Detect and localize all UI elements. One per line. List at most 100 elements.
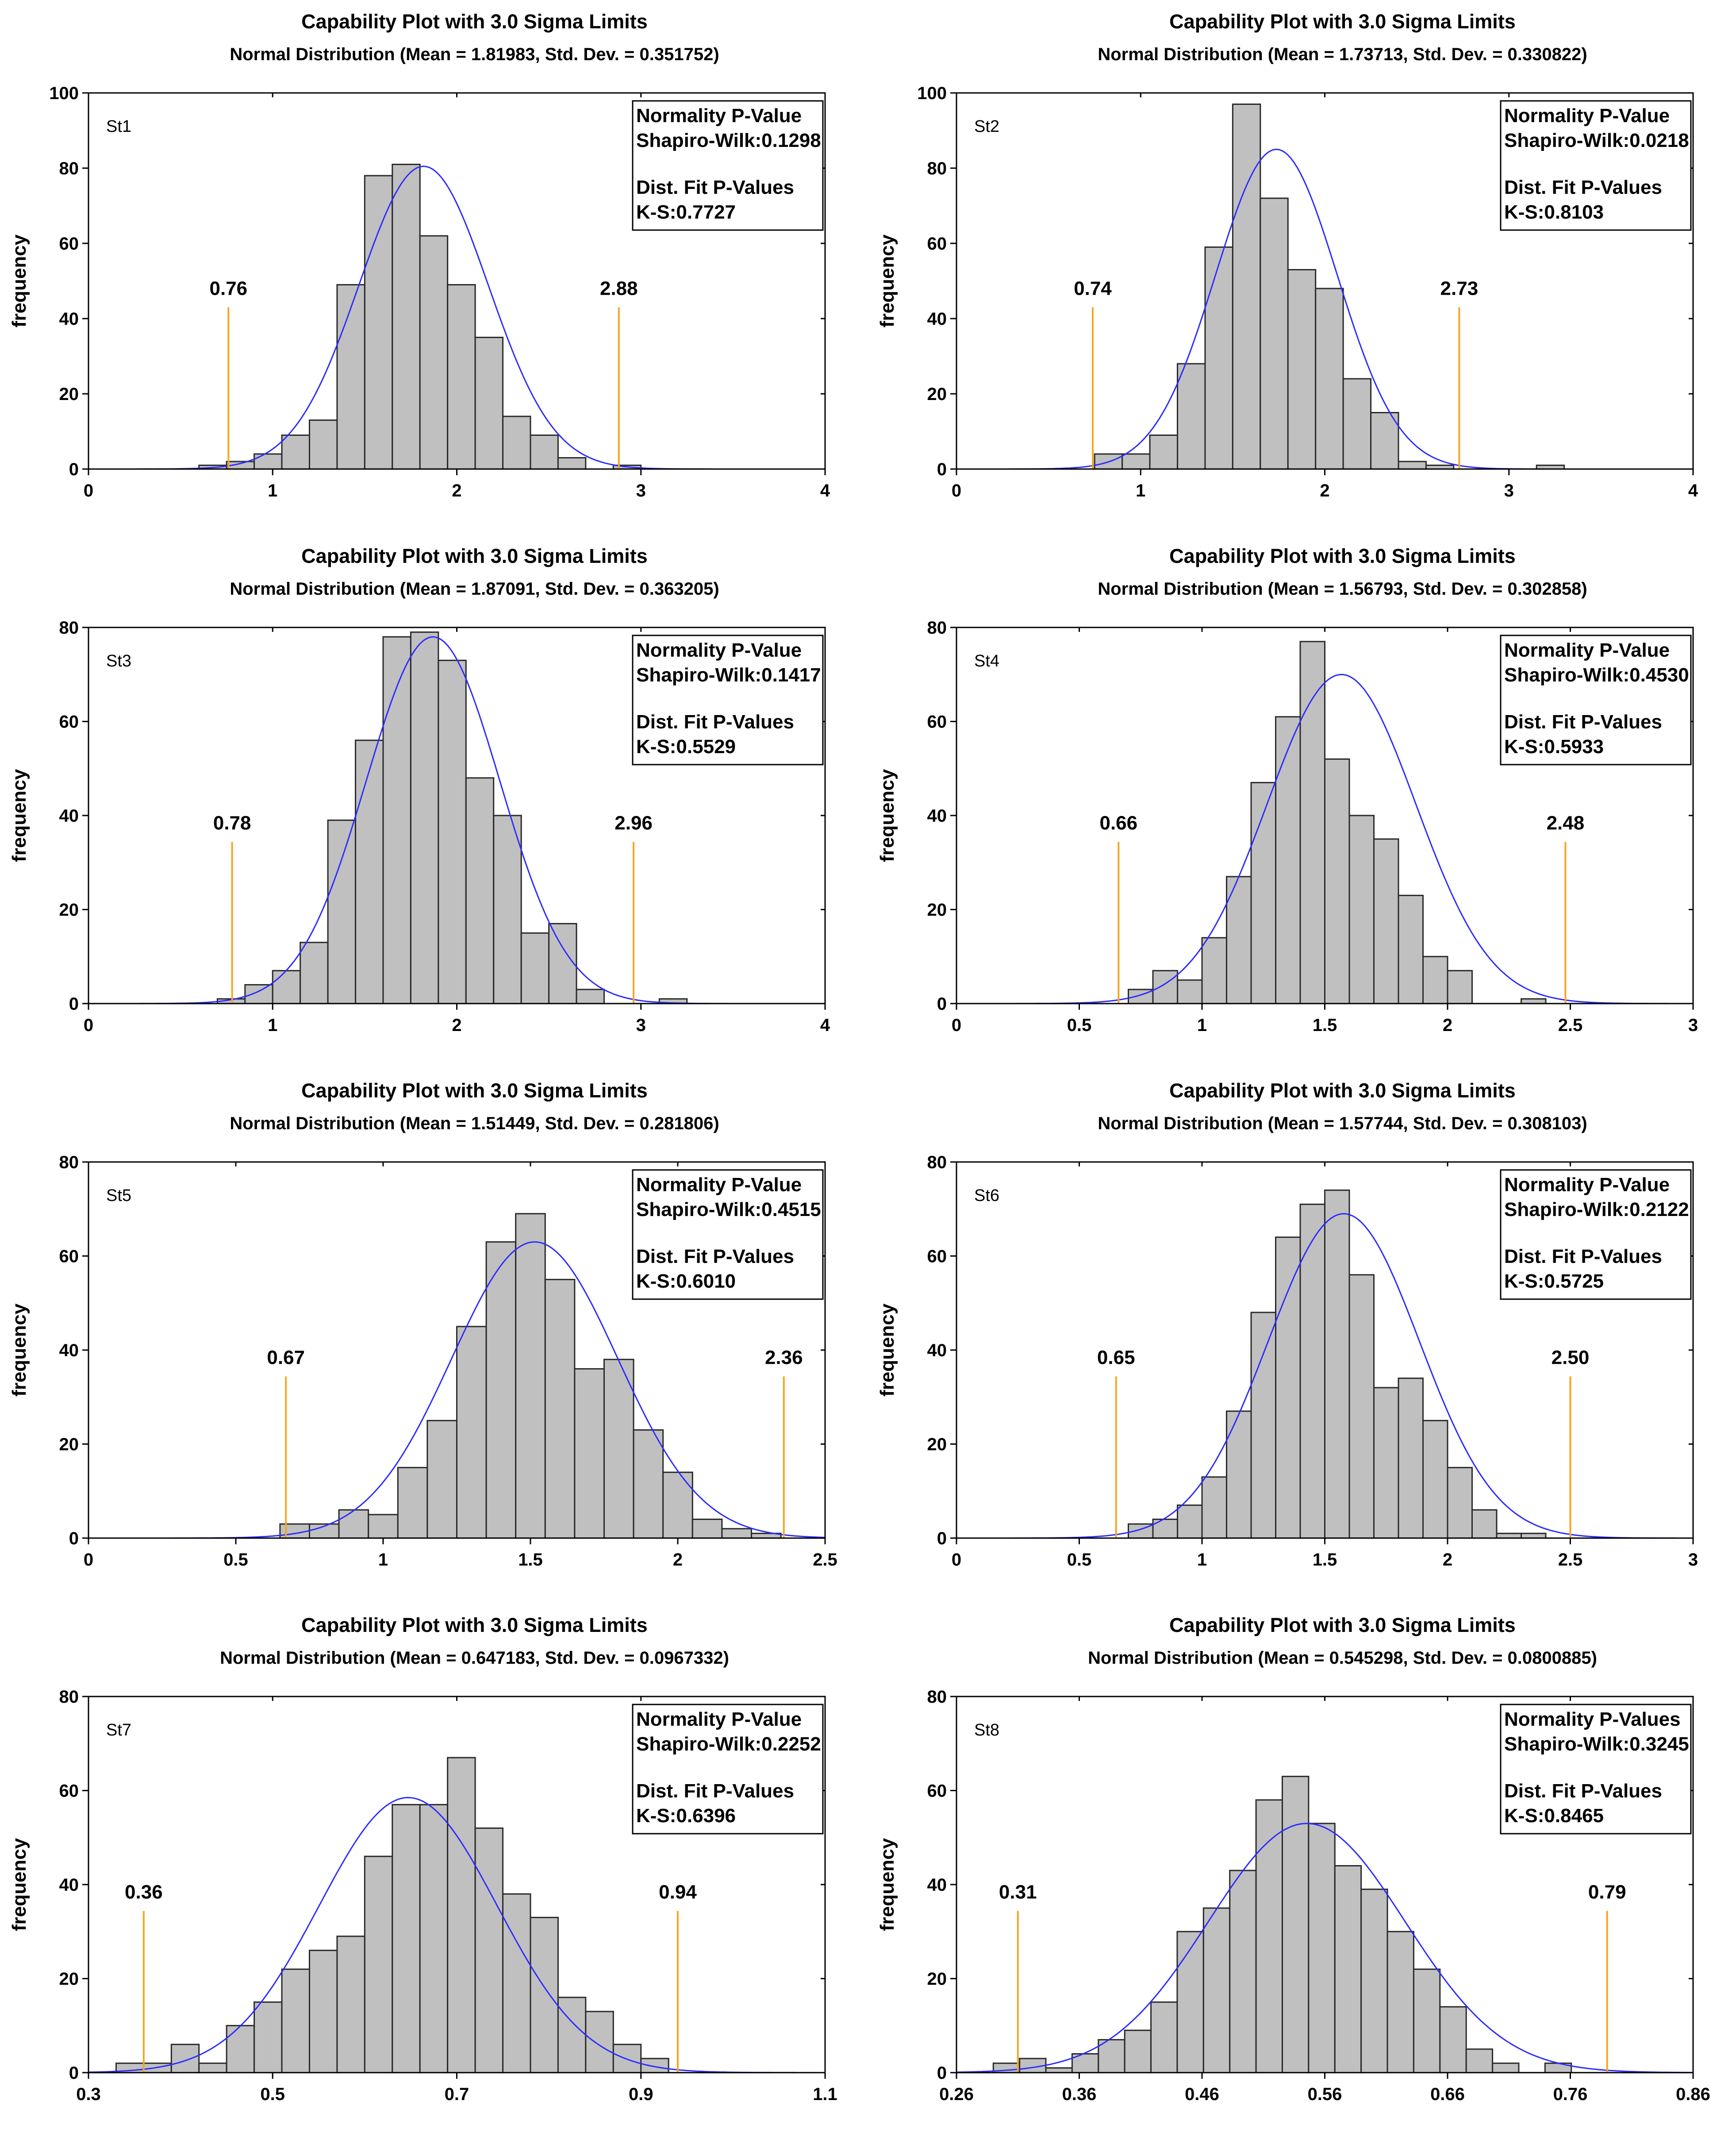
x-tick-label: 0.76	[1553, 2085, 1588, 2104]
histogram-bar	[368, 1514, 399, 1539]
chart-title: Capability Plot with 3.0 Sigma Limits	[1169, 545, 1516, 567]
histogram-bar	[1413, 1968, 1441, 2074]
x-tick-label: 3	[1688, 1550, 1698, 1570]
panel-st4: Capability Plot with 3.0 Sigma Limits Nor…	[868, 535, 1736, 1069]
y-tick-label: 20	[927, 1435, 947, 1454]
histogram-bar	[1492, 2062, 1520, 2074]
x-tick-label: 0.56	[1308, 2085, 1342, 2104]
histogram-bar	[530, 1916, 559, 2074]
histogram-bar	[1260, 197, 1289, 470]
histogram-bar	[1255, 1799, 1283, 2074]
histogram-bar	[1521, 998, 1547, 1004]
histogram-bar	[226, 2025, 255, 2074]
histogram-bar	[1226, 1410, 1252, 1539]
y-tick-label: 60	[927, 1781, 947, 1801]
x-tick-label: 0	[84, 1550, 93, 1570]
chart-st2: Capability Plot with 3.0 Sigma Limits Nor…	[876, 10, 1698, 500]
series-label: St8	[974, 1721, 999, 1739]
histogram-bar	[1370, 412, 1399, 470]
ks-value: K-S:0.8465	[1504, 1805, 1604, 1827]
chart-subtitle: Normal Distribution (Mean = 1.81983, Std…	[230, 45, 719, 64]
statistics-box-frame	[632, 635, 824, 766]
y-tick-label: 40	[59, 1875, 79, 1895]
histogram-bar	[392, 1804, 421, 2074]
chart-title: Capability Plot with 3.0 Sigma Limits	[301, 1614, 648, 1636]
x-tick-label: 0	[84, 1016, 93, 1035]
x-tick-label: 2	[1443, 1550, 1452, 1570]
histogram-bar	[1232, 104, 1261, 470]
y-tick-label: 60	[59, 234, 79, 254]
x-tick-label: 0.46	[1185, 2085, 1219, 2104]
x-tick-label: 1.1	[813, 2085, 837, 2104]
dist-fit-header: Dist. Fit P-Values	[636, 177, 794, 198]
statistics-box: Normality P-Value Shapiro-Wilk:0.4515 Dist…	[632, 1169, 824, 1300]
y-axis-label: frequency	[8, 1303, 30, 1397]
histogram-bars	[1128, 641, 1547, 1004]
histogram-bar	[1202, 1907, 1231, 2074]
shapiro-wilk-value: Shapiro-Wilk:0.4515	[636, 1199, 821, 1220]
y-tick-label: 20	[927, 385, 947, 404]
x-tick-label: 1.5	[518, 1550, 543, 1570]
histogram-bar	[1360, 1889, 1388, 2074]
chart-subtitle: Normal Distribution (Mean = 1.51449, Std…	[230, 1114, 719, 1133]
normality-header: Normality P-Value	[1504, 105, 1670, 127]
histogram-bar	[1250, 782, 1276, 1004]
histogram-bar	[397, 1467, 428, 1539]
histogram-bar	[640, 2058, 669, 2074]
x-tick-label: 0.5	[1067, 1016, 1092, 1035]
histogram-bar	[336, 1935, 365, 2074]
lower-sigma-limit-label: 0.67	[267, 1347, 305, 1369]
chart-subtitle: Normal Distribution (Mean = 1.87091, Std…	[230, 579, 719, 599]
chart-subtitle: Normal Distribution (Mean = 1.56793, Std…	[1098, 579, 1587, 599]
series-label: St4	[974, 652, 999, 670]
y-tick-label: 80	[59, 618, 79, 638]
y-tick-label: 80	[927, 1153, 947, 1172]
x-tick-label: 3	[636, 1016, 646, 1035]
histogram-bar	[1373, 1387, 1399, 1539]
histogram-bar	[1521, 1532, 1547, 1539]
chart-title: Capability Plot with 3.0 Sigma Limits	[301, 545, 648, 567]
histogram-bar	[585, 2011, 614, 2074]
upper-sigma-limit-label: 2.73	[1440, 278, 1479, 300]
statistics-box: Normality P-Value Shapiro-Wilk:0.1417 Dist…	[632, 635, 824, 766]
histogram-bar	[272, 970, 301, 1004]
histogram-bar	[410, 631, 439, 1004]
histogram-bar	[281, 435, 310, 470]
dist-fit-header: Dist. Fit P-Values	[1504, 177, 1662, 198]
normality-header: Normality P-Value	[1504, 1174, 1670, 1196]
histogram-bar	[502, 415, 531, 470]
y-tick-label: 60	[927, 234, 947, 254]
histogram-bar	[1121, 453, 1151, 470]
series-label: St1	[106, 117, 131, 136]
y-tick-label: 0	[69, 994, 79, 1014]
x-tick-label: 1	[268, 1016, 277, 1035]
statistics-box-frame	[1500, 635, 1692, 766]
y-tick-label: 0	[69, 460, 79, 479]
y-tick-label: 0	[937, 1529, 947, 1548]
shapiro-wilk-value: Shapiro-Wilk:0.2252	[636, 1733, 821, 1755]
y-tick-label: 40	[59, 309, 79, 329]
x-tick-label: 3	[636, 481, 646, 500]
y-tick-label: 0	[69, 2063, 79, 2083]
x-tick-label: 0.3	[76, 2085, 101, 2104]
upper-sigma-limit-label: 2.50	[1552, 1347, 1590, 1369]
chart-subtitle: Normal Distribution (Mean = 1.57744, Std…	[1098, 1114, 1587, 1133]
y-tick-label: 60	[59, 1247, 79, 1266]
x-tick-label: 1	[378, 1550, 388, 1570]
histogram-bar	[474, 1827, 504, 2074]
dist-fit-header: Dist. Fit P-Values	[1504, 1780, 1662, 1802]
x-tick-label: 1	[1136, 481, 1145, 500]
histogram-bar	[1275, 716, 1301, 1004]
histogram-bars	[1128, 1189, 1547, 1539]
chart-st8: Capability Plot with 3.0 Sigma Limits Nor…	[876, 1614, 1710, 2104]
x-tick-label: 1	[1197, 1016, 1207, 1035]
histogram-bar	[721, 1528, 753, 1539]
x-tick-label: 0.26	[939, 2085, 974, 2104]
chart-st7: Capability Plot with 3.0 Sigma Limits Nor…	[8, 1614, 837, 2104]
y-tick-label: 0	[937, 994, 947, 1014]
histogram-bar	[1150, 2001, 1178, 2074]
dist-fit-header: Dist. Fit P-Values	[636, 1246, 794, 1267]
histogram-bar	[419, 235, 449, 470]
lower-sigma-limit-label: 0.65	[1097, 1347, 1135, 1369]
histogram-bar	[1398, 1377, 1424, 1539]
